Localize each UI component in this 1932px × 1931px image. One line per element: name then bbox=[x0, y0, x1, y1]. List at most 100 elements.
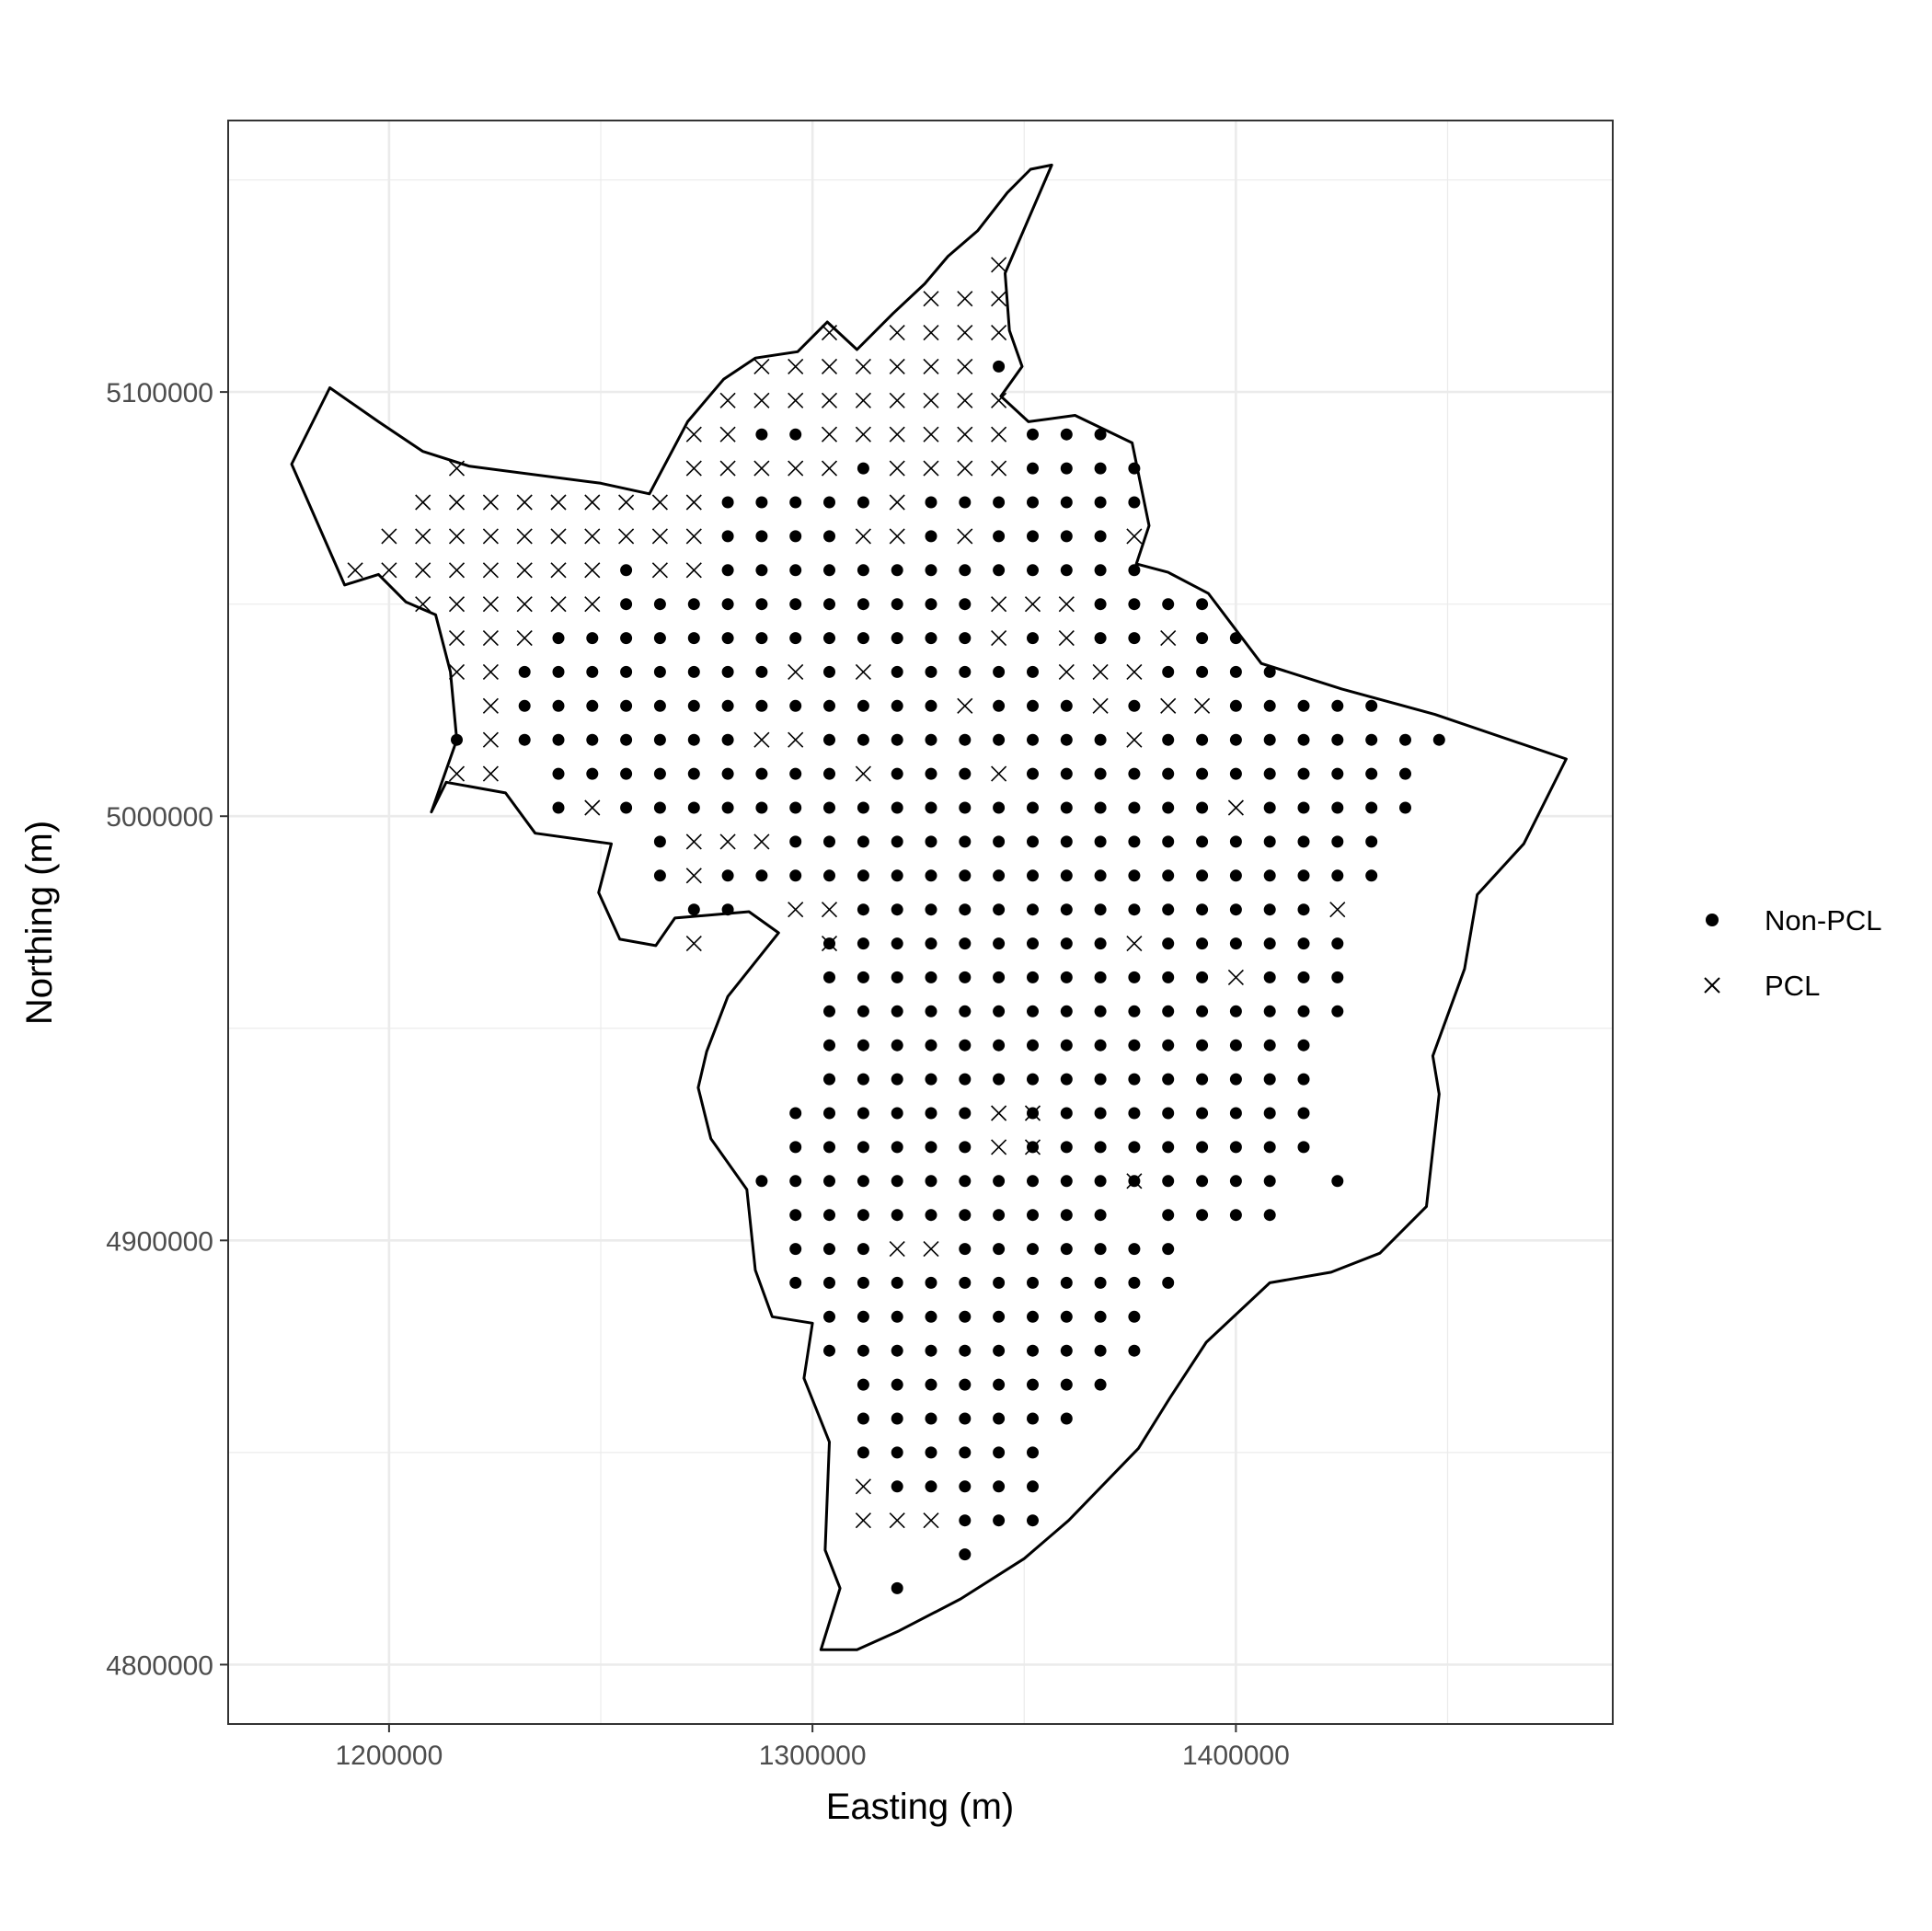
point-non-pcl bbox=[1297, 1005, 1310, 1017]
point-non-pcl bbox=[1297, 1039, 1310, 1052]
point-non-pcl bbox=[1196, 1175, 1209, 1188]
point-non-pcl bbox=[1297, 903, 1310, 916]
point-pcl bbox=[550, 596, 567, 613]
point-non-pcl bbox=[1399, 733, 1411, 746]
point-pcl bbox=[923, 1241, 939, 1258]
point-non-pcl bbox=[823, 665, 835, 678]
point-non-pcl bbox=[1229, 733, 1242, 746]
point-non-pcl bbox=[1331, 767, 1344, 780]
point-non-pcl bbox=[1060, 903, 1073, 916]
point-non-pcl bbox=[1027, 462, 1039, 475]
point-non-pcl bbox=[1162, 971, 1175, 983]
point-non-pcl bbox=[687, 665, 700, 678]
point-non-pcl bbox=[1128, 1243, 1141, 1256]
point-non-pcl bbox=[823, 1175, 835, 1188]
point-non-pcl bbox=[1263, 903, 1276, 916]
point-pcl bbox=[821, 392, 838, 408]
point-non-pcl bbox=[959, 1514, 972, 1527]
point-non-pcl bbox=[925, 869, 937, 882]
point-non-pcl bbox=[1196, 733, 1209, 746]
point-non-pcl bbox=[959, 1209, 972, 1222]
point-non-pcl bbox=[1229, 1141, 1242, 1154]
point-pcl bbox=[991, 257, 1007, 273]
point-pcl bbox=[957, 426, 973, 443]
point-pcl bbox=[584, 494, 601, 511]
point-pcl bbox=[516, 562, 533, 579]
point-pcl bbox=[381, 562, 397, 579]
point-non-pcl bbox=[1094, 530, 1107, 543]
point-non-pcl bbox=[552, 665, 565, 678]
point-non-pcl bbox=[755, 428, 768, 441]
point-pcl bbox=[685, 562, 702, 579]
point-non-pcl bbox=[1094, 496, 1107, 509]
point-pcl bbox=[448, 460, 466, 477]
point-non-pcl bbox=[1027, 1243, 1039, 1256]
point-non-pcl bbox=[1128, 1073, 1141, 1086]
point-pcl bbox=[482, 528, 499, 545]
point-non-pcl bbox=[1365, 699, 1378, 712]
point-non-pcl bbox=[755, 699, 768, 712]
point-non-pcl bbox=[1060, 428, 1073, 441]
point-non-pcl bbox=[1229, 903, 1242, 916]
point-non-pcl bbox=[823, 1141, 835, 1154]
point-non-pcl bbox=[789, 530, 802, 543]
point-non-pcl bbox=[1263, 1073, 1276, 1086]
point-pcl bbox=[1126, 663, 1143, 680]
point-pcl bbox=[889, 1241, 905, 1258]
point-pcl bbox=[1126, 731, 1143, 748]
point-non-pcl bbox=[1229, 1107, 1242, 1120]
point-non-pcl bbox=[1263, 665, 1276, 678]
point-non-pcl bbox=[1094, 632, 1107, 645]
point-pcl bbox=[381, 528, 397, 545]
point-non-pcl bbox=[620, 733, 633, 746]
point-pcl bbox=[516, 528, 533, 545]
point-non-pcl bbox=[451, 733, 463, 746]
point-non-pcl bbox=[891, 903, 903, 916]
point-pcl bbox=[1126, 1173, 1143, 1190]
point-non-pcl bbox=[993, 1480, 1006, 1493]
point-non-pcl bbox=[1027, 971, 1039, 983]
point-pcl bbox=[991, 460, 1007, 477]
point-pcl bbox=[550, 562, 567, 579]
point-non-pcl bbox=[1128, 1276, 1141, 1289]
point-non-pcl bbox=[959, 496, 972, 509]
point-non-pcl bbox=[687, 767, 700, 780]
point-non-pcl bbox=[993, 1378, 1006, 1391]
point-non-pcl bbox=[1196, 801, 1209, 814]
point-non-pcl bbox=[1263, 699, 1276, 712]
point-non-pcl bbox=[687, 699, 700, 712]
point-non-pcl bbox=[1060, 1005, 1073, 1017]
point-non-pcl bbox=[721, 632, 734, 645]
point-non-pcl bbox=[959, 1276, 972, 1289]
point-non-pcl bbox=[1128, 1344, 1141, 1357]
point-non-pcl bbox=[1162, 1276, 1175, 1289]
point-non-pcl bbox=[1094, 1073, 1107, 1086]
point-non-pcl bbox=[755, 1175, 768, 1188]
point-non-pcl bbox=[552, 699, 565, 712]
point-pcl bbox=[1058, 630, 1075, 647]
point-non-pcl bbox=[959, 801, 972, 814]
point-non-pcl bbox=[1060, 1209, 1073, 1222]
point-non-pcl bbox=[1331, 937, 1344, 950]
point-non-pcl bbox=[1263, 733, 1276, 746]
point-non-pcl bbox=[1128, 835, 1141, 848]
point-pcl bbox=[651, 494, 668, 511]
point-non-pcl bbox=[857, 598, 869, 611]
point-pcl bbox=[516, 630, 533, 647]
point-non-pcl bbox=[959, 903, 972, 916]
point-non-pcl bbox=[1229, 665, 1242, 678]
point-non-pcl bbox=[1128, 564, 1141, 577]
point-non-pcl bbox=[993, 801, 1006, 814]
point-non-pcl bbox=[891, 1310, 903, 1323]
point-non-pcl bbox=[789, 1276, 802, 1289]
point-pcl bbox=[685, 426, 702, 443]
point-non-pcl bbox=[925, 1175, 937, 1188]
point-non-pcl bbox=[1399, 801, 1411, 814]
point-pcl bbox=[1092, 697, 1109, 714]
point-non-pcl bbox=[1094, 1209, 1107, 1222]
point-pcl bbox=[1024, 596, 1041, 613]
point-non-pcl bbox=[1331, 733, 1344, 746]
point-pcl bbox=[889, 325, 905, 341]
point-non-pcl bbox=[891, 632, 903, 645]
